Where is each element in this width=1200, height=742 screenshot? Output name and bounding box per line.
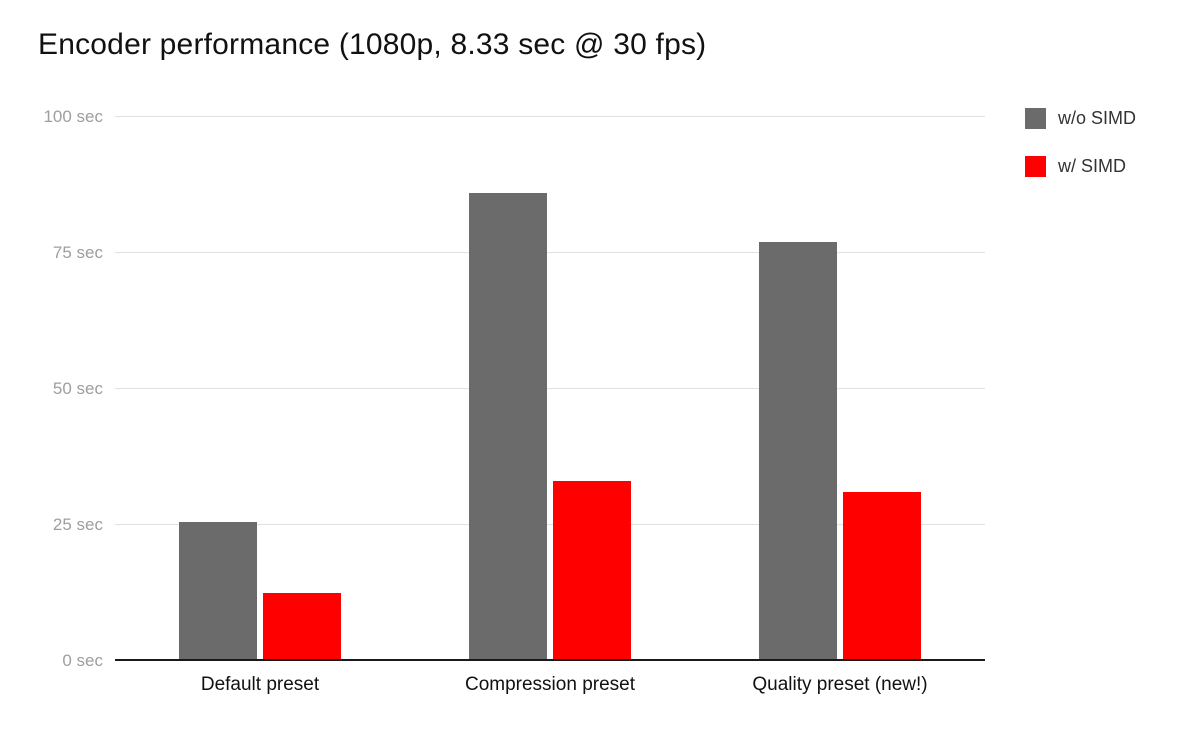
y-tick-label: 0 sec [62,651,103,670]
y-tick-label: 75 sec [52,243,103,262]
gridline [115,252,985,253]
legend-item: w/o SIMD [1025,108,1136,129]
bar-group [115,117,405,661]
x-tick-label: Quality preset (new!) [752,674,928,695]
x-axis: Default preset Compression preset Quality … [115,674,985,696]
bar-w-o-simd [469,193,547,661]
bar-w-simd [843,492,921,661]
bar-w-simd [263,593,341,661]
x-tick-label: Compression preset [464,674,636,695]
bar-group [405,117,695,661]
gridline [115,524,985,525]
y-tick-label: 50 sec [52,379,103,398]
bar-w-simd [553,481,631,661]
plot-area [115,116,985,661]
legend-label: w/o SIMD [1058,108,1137,128]
gridline [115,388,985,389]
legend-label: w/ SIMD [1058,156,1127,176]
y-tick-label: 100 sec [43,107,103,126]
x-axis-baseline [115,659,985,661]
legend: w/o SIMD w/ SIMD [1025,108,1136,177]
legend-swatch-icon [1025,108,1046,129]
chart-title: Encoder performance (1080p, 8.33 sec @ 3… [38,28,707,61]
legend-item: w/ SIMD [1025,156,1136,177]
bar-groups [115,117,985,661]
bar-w-o-simd [759,242,837,661]
y-axis: 0 sec 25 sec 50 sec 75 sec 100 sec [0,107,103,670]
bar-group [695,117,985,661]
y-tick-label: 25 sec [52,515,103,534]
x-tick-label: Default preset [200,674,320,695]
gridline [115,116,985,117]
bar-w-o-simd [179,522,257,661]
legend-swatch-icon [1025,156,1046,177]
